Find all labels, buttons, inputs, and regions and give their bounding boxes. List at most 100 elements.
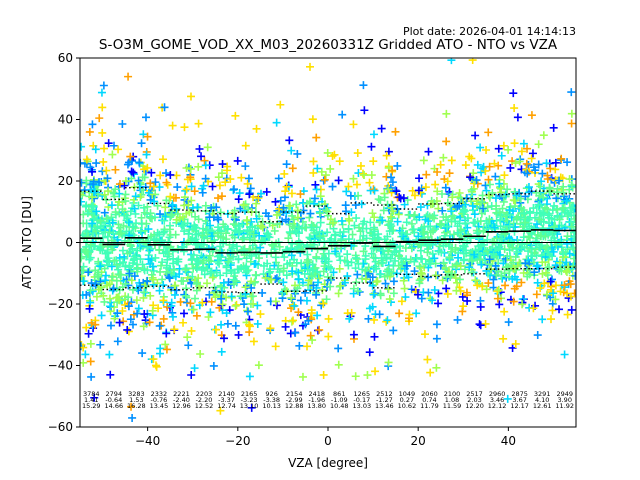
scatter-point (87, 372, 96, 381)
scatter-point (86, 339, 95, 348)
scatter-point (426, 222, 435, 231)
scatter-point (113, 309, 122, 318)
scatter-point (471, 131, 480, 140)
scatter-point (474, 242, 483, 251)
scatter-point (217, 347, 226, 356)
scatter-point (128, 413, 137, 422)
scatter-point (344, 214, 353, 223)
scatter-point (294, 268, 303, 277)
scatter-point (352, 214, 361, 223)
scatter-point (222, 229, 231, 238)
scatter-point (184, 200, 193, 209)
scatter-point (94, 257, 103, 266)
scatter-point (168, 247, 177, 256)
scatter-point (271, 297, 280, 306)
scatter-point (159, 228, 168, 237)
scatter-point (558, 249, 567, 258)
scatter-point (402, 218, 411, 227)
scatter-point (117, 270, 126, 279)
scatter-point (447, 207, 456, 216)
scatter-point (525, 265, 534, 274)
scatter-point (383, 271, 392, 280)
scatter-point (292, 229, 301, 238)
scatter-point (361, 275, 370, 284)
bin-std-label: 12.17 (510, 402, 529, 410)
scatter-point (297, 259, 306, 268)
scatter-point (140, 288, 149, 297)
scatter-point (481, 319, 490, 328)
scatter-point (189, 305, 198, 314)
scatter-point (194, 229, 203, 238)
scatter-point (95, 114, 104, 123)
scatter-point (495, 300, 504, 309)
scatter-point (82, 290, 91, 299)
chart-title: S-O3M_GOME_VOD_XX_M03_20260331Z Gridded … (99, 37, 558, 53)
scatter-point (235, 189, 244, 198)
scatter-point (99, 157, 108, 166)
scatter-point (358, 169, 367, 178)
scatter-point (103, 174, 112, 183)
scatter-point (364, 314, 373, 323)
scatter-point (234, 228, 243, 237)
scatter-point (216, 242, 225, 251)
scatter-point (254, 193, 263, 202)
scatter-point (378, 216, 387, 225)
scatter-point (179, 221, 188, 230)
scatter-point (491, 194, 500, 203)
scatter-point (138, 349, 147, 358)
scatter-point (92, 159, 101, 168)
scatter-point (155, 349, 164, 358)
scatter-point (218, 160, 227, 169)
scatter-point (245, 190, 254, 199)
scatter-point (130, 204, 139, 213)
scatter-point (542, 268, 551, 277)
scatter-point (344, 224, 353, 233)
scatter-point (490, 159, 499, 168)
bin-mean-label: -2.20 (196, 396, 213, 404)
scatter-point (388, 250, 397, 259)
scatter-point (369, 157, 378, 166)
scatter-point (122, 211, 131, 220)
scatter-point (126, 152, 135, 161)
scatter-point (523, 169, 532, 178)
scatter-point (80, 186, 89, 195)
scatter-point (442, 273, 451, 282)
scatter-point (144, 225, 153, 234)
scatter-point (337, 216, 346, 225)
scatter-point (186, 299, 195, 308)
scatter-point (272, 210, 281, 219)
scatter-point (80, 210, 88, 219)
scatter-point (567, 181, 576, 190)
scatter-point (182, 284, 191, 293)
scatter-point (119, 317, 128, 326)
bin-std-label: 10.62 (398, 402, 417, 410)
scatter-point (442, 284, 451, 293)
scatter-point (111, 208, 120, 217)
scatter-point (342, 187, 351, 196)
scatter-point (436, 220, 445, 229)
bin-count-label: 861 (333, 390, 345, 398)
scatter-point (436, 160, 445, 169)
scatter-point (484, 279, 493, 288)
scatter-point (169, 193, 178, 202)
bin-count-label: 2154 (286, 390, 303, 398)
scatter-point (288, 300, 297, 309)
scatter-point (326, 164, 335, 173)
bin-count-label: 2794 (106, 390, 123, 398)
scatter-point (251, 270, 260, 279)
scatter-point (135, 158, 144, 167)
scatter-point (126, 315, 135, 324)
scatter-point (129, 256, 138, 265)
scatter-point (387, 221, 396, 230)
scatter-point (484, 175, 493, 184)
scatter-point (543, 209, 552, 218)
scatter-point (349, 120, 358, 129)
scatter-point (520, 218, 529, 227)
scatter-point (303, 265, 312, 274)
scatter-point (400, 284, 409, 293)
scatter-point (431, 180, 440, 189)
scatter-point (248, 222, 257, 231)
scatter-point (163, 302, 172, 311)
scatter-point (239, 201, 248, 210)
scatter-point (383, 316, 392, 325)
